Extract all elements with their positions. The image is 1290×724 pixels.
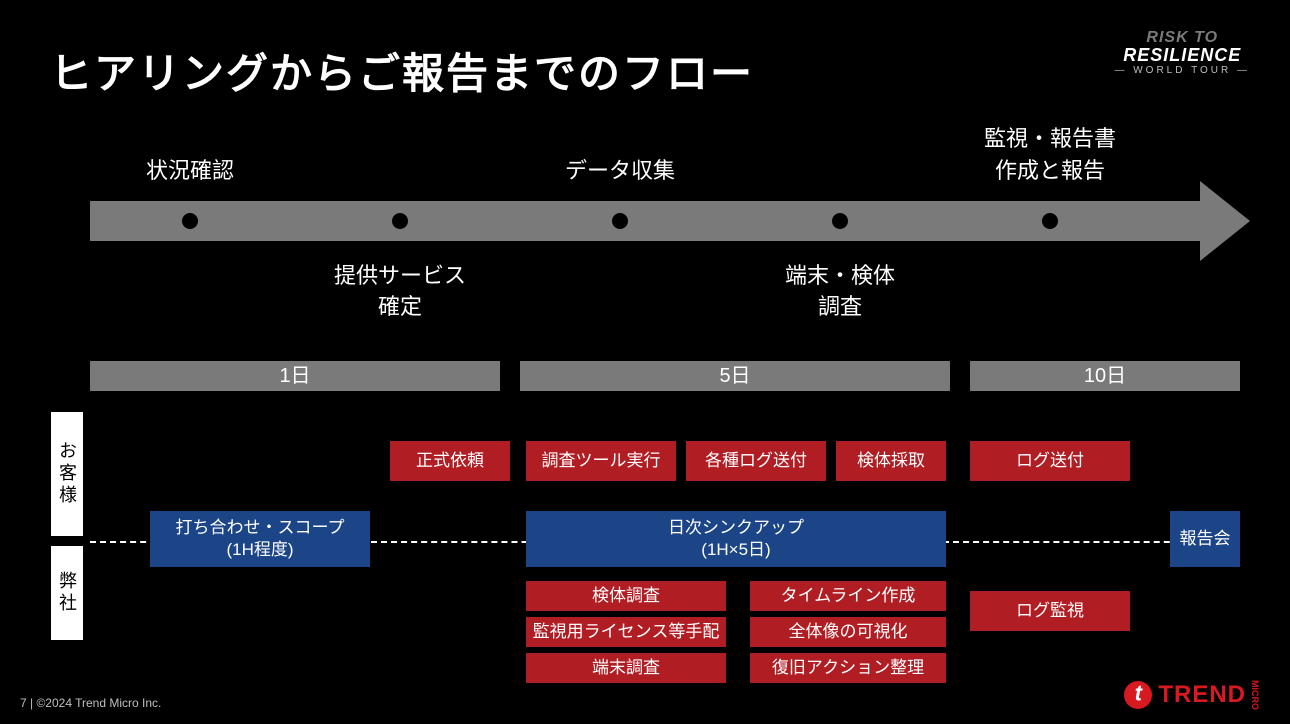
customer-task-4: ログ送付 — [970, 441, 1130, 481]
logo-top-line1: RISK TO — [1114, 30, 1250, 46]
company-task-3: タイムライン作成 — [750, 581, 946, 611]
logo-bottom: TREND MICRO — [1124, 680, 1260, 710]
footer: 7 | ©2024 Trend Micro Inc. — [20, 696, 161, 710]
company-task-0: 検体調査 — [526, 581, 726, 611]
customer-task-2: 各種ログ送付 — [686, 441, 826, 481]
shared-meeting-2: 報告会 — [1170, 511, 1240, 567]
company-task-1: 監視用ライセンス等手配 — [526, 617, 726, 647]
arrow-body — [90, 201, 1200, 241]
lane-customer: お客様 — [50, 411, 84, 537]
company-task-4: 全体像の可視化 — [750, 617, 946, 647]
shared-meeting-1: 日次シンクアップ(1H×5日) — [526, 511, 946, 567]
duration-row: 1日 5日 10日 — [50, 361, 1240, 391]
timeline-dot-0 — [182, 213, 198, 229]
phase-bot-label-1: 提供サービス確定 — [334, 261, 466, 323]
duration-bar-1: 5日 — [520, 361, 950, 391]
phase-bot-label-3: 端末・検体調査 — [785, 261, 895, 323]
swimlanes: お客様 弊社 正式依頼調査ツール実行各種ログ送付検体採取ログ送付打ち合わせ・スコ… — [50, 411, 1240, 711]
company-task-6: ログ監視 — [970, 591, 1130, 631]
logo-top: RISK TO RESILIENCE — WORLD TOUR — — [1114, 30, 1250, 76]
customer-task-1: 調査ツール実行 — [526, 441, 676, 481]
slide-title: ヒアリングからご報告までのフロー — [50, 40, 1240, 101]
logo-top-line3: — WORLD TOUR — — [1114, 66, 1250, 76]
phase-top-label-4: 監視・報告書作成と報告 — [984, 121, 1116, 185]
company-task-5: 復旧アクション整理 — [750, 653, 946, 683]
company-task-2: 端末調査 — [526, 653, 726, 683]
shared-meeting-0: 打ち合わせ・スコープ(1H程度) — [150, 511, 370, 567]
lane-company: 弊社 — [50, 545, 84, 641]
timeline-dot-2 — [612, 213, 628, 229]
arrow-tail — [60, 181, 90, 261]
trend-circle-icon — [1124, 681, 1152, 709]
duration-bar-0: 1日 — [90, 361, 500, 391]
customer-task-3: 検体採取 — [836, 441, 946, 481]
logo-top-line2: RESILIENCE — [1114, 46, 1250, 64]
phase-top-label-2: データ収集 — [565, 153, 675, 185]
phase-top-label-0: 状況確認 — [146, 153, 234, 185]
timeline-dot-4 — [1042, 213, 1058, 229]
timeline-dot-3 — [832, 213, 848, 229]
duration-bar-2: 10日 — [970, 361, 1240, 391]
timeline-dot-1 — [392, 213, 408, 229]
customer-task-0: 正式依頼 — [390, 441, 510, 481]
timeline: 状況確認提供サービス確定データ収集端末・検体調査監視・報告書作成と報告 — [50, 131, 1240, 371]
logo-bottom-micro: MICRO — [1250, 680, 1260, 710]
logo-bottom-text: TREND — [1158, 681, 1246, 709]
arrow-head — [1200, 181, 1250, 261]
